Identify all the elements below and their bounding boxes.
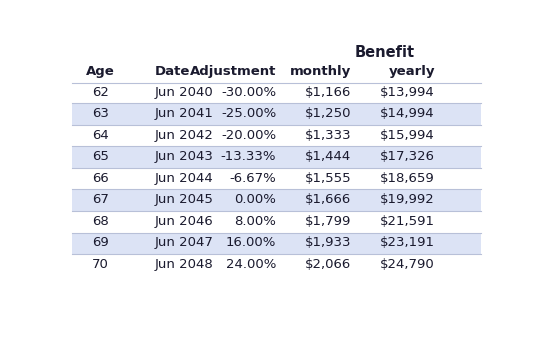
Text: 8.00%: 8.00% <box>234 215 277 228</box>
Text: 24.00%: 24.00% <box>226 258 277 271</box>
Text: -30.00%: -30.00% <box>221 86 277 99</box>
Text: 64: 64 <box>92 129 109 142</box>
Text: $1,250: $1,250 <box>305 107 351 120</box>
Text: monthly: monthly <box>290 64 351 78</box>
Text: yearly: yearly <box>389 64 435 78</box>
Bar <box>72 103 481 125</box>
Text: $19,992: $19,992 <box>380 193 435 206</box>
Text: 67: 67 <box>92 193 109 206</box>
Text: $1,799: $1,799 <box>305 215 351 228</box>
Text: 62: 62 <box>92 86 109 99</box>
Text: Age: Age <box>86 64 115 78</box>
Text: $1,333: $1,333 <box>305 129 351 142</box>
Text: 65: 65 <box>92 150 109 163</box>
Text: Jun 2047: Jun 2047 <box>155 236 214 249</box>
Text: $14,994: $14,994 <box>381 107 435 120</box>
Text: 63: 63 <box>92 107 109 120</box>
Text: $15,994: $15,994 <box>380 129 435 142</box>
Bar <box>72 146 481 168</box>
Text: 68: 68 <box>92 215 109 228</box>
Text: -6.67%: -6.67% <box>230 172 277 185</box>
Text: Date: Date <box>155 64 190 78</box>
Text: 70: 70 <box>92 258 109 271</box>
Text: Jun 2042: Jun 2042 <box>155 129 214 142</box>
Text: $23,191: $23,191 <box>380 236 435 249</box>
Text: $1,166: $1,166 <box>305 86 351 99</box>
Text: $17,326: $17,326 <box>380 150 435 163</box>
Text: Benefit: Benefit <box>355 45 415 60</box>
Text: -13.33%: -13.33% <box>221 150 277 163</box>
Bar <box>72 233 481 254</box>
Text: Jun 2044: Jun 2044 <box>155 172 214 185</box>
Text: $1,933: $1,933 <box>305 236 351 249</box>
Text: Adjustment: Adjustment <box>190 64 277 78</box>
Text: 16.00%: 16.00% <box>226 236 277 249</box>
Text: 66: 66 <box>92 172 109 185</box>
Text: $13,994: $13,994 <box>380 86 435 99</box>
Text: Jun 2043: Jun 2043 <box>155 150 214 163</box>
Text: Jun 2040: Jun 2040 <box>155 86 214 99</box>
Text: Jun 2046: Jun 2046 <box>155 215 214 228</box>
Bar <box>72 190 481 211</box>
Text: -25.00%: -25.00% <box>221 107 277 120</box>
Text: $1,666: $1,666 <box>305 193 351 206</box>
Text: 0.00%: 0.00% <box>234 193 277 206</box>
Text: $21,591: $21,591 <box>380 215 435 228</box>
Text: -20.00%: -20.00% <box>221 129 277 142</box>
Text: Jun 2048: Jun 2048 <box>155 258 214 271</box>
Text: $2,066: $2,066 <box>305 258 351 271</box>
Text: $1,555: $1,555 <box>305 172 351 185</box>
Text: Jun 2045: Jun 2045 <box>155 193 214 206</box>
Text: $1,444: $1,444 <box>305 150 351 163</box>
Text: 69: 69 <box>92 236 109 249</box>
Text: $18,659: $18,659 <box>380 172 435 185</box>
Text: $24,790: $24,790 <box>380 258 435 271</box>
Text: Jun 2041: Jun 2041 <box>155 107 214 120</box>
